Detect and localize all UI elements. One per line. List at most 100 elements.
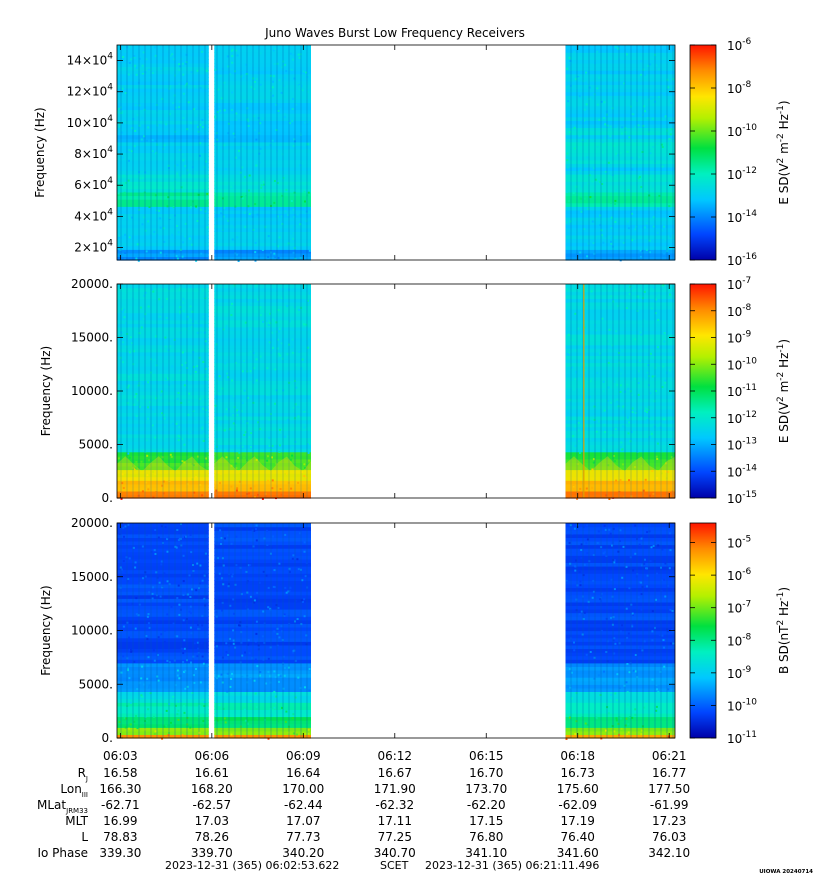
colorbar-tick-label: 10-12	[727, 166, 757, 182]
time-tick-label: 06:15	[469, 749, 504, 763]
y-tick-label: 15000.	[71, 570, 113, 584]
y-tick-label: 20000.	[71, 277, 113, 291]
data-segment	[117, 523, 209, 740]
ephemeris-value: 340.70	[374, 846, 416, 860]
ephemeris-value: 339.70	[191, 846, 233, 860]
ephemeris-value: 16.99	[103, 814, 137, 828]
noise-speck	[137, 259, 140, 262]
stripe-texture	[214, 284, 311, 498]
ephemeris-value: 16.64	[286, 766, 320, 780]
y-tick-label: 12×104	[67, 83, 114, 99]
colorbar-tick-label: 10-7	[727, 600, 751, 616]
time-tick-label: 06:06	[195, 749, 230, 763]
colorbar-tick-label: 10-14	[727, 209, 757, 225]
ephemeris-value: 177.50	[648, 782, 690, 796]
ephemeris-value: 78.83	[103, 830, 137, 844]
stripe-texture	[117, 523, 209, 738]
ephemeris-value: 170.00	[282, 782, 324, 796]
colorbar-tick-label: 10-5	[727, 535, 751, 551]
ephemeris-value: 16.67	[378, 766, 412, 780]
ephemeris-value: -62.20	[467, 798, 506, 812]
data-segment	[214, 523, 311, 740]
colorbar-tick-label: 10-16	[727, 252, 757, 268]
colorbar: 10-7 10-8 10-9 10-10 10-11 10-12 10-13 10-14 10-…	[689, 276, 791, 506]
y-tick-label: 10000.	[71, 384, 113, 398]
y-tick-label: 10000.	[71, 624, 113, 638]
noise-speck	[576, 497, 579, 500]
colorbar-tick-label: 10-11	[727, 730, 757, 746]
y-tick-label: 20000.	[71, 516, 113, 530]
y-axis-label: Frequency (Hz)	[33, 107, 47, 198]
y-tick-label: 8×104	[74, 145, 113, 161]
ephemeris-row-label: RJ	[78, 766, 88, 783]
ephemeris-value: 17.07	[286, 814, 320, 828]
noise-speck	[161, 737, 164, 740]
time-tick-label: 06:09	[286, 749, 321, 763]
stripe-texture	[117, 284, 209, 498]
colorbar-tick-label: 10-6	[727, 37, 752, 53]
ephemeris-value: 17.19	[561, 814, 595, 828]
panel-frame	[116, 44, 676, 261]
noise-speck	[237, 259, 240, 262]
ephemeris-value: 341.60	[557, 846, 599, 860]
noise-speck	[565, 738, 568, 740]
colorbar-tick-label: 10-8	[727, 80, 752, 96]
noise-speck	[261, 497, 264, 500]
y-tick-label: 5000.	[79, 438, 113, 452]
noise-speck	[600, 737, 603, 740]
data-segment	[565, 284, 675, 500]
colorbar-tick-label: 10-9	[727, 330, 752, 346]
ephemeris-value: 171.90	[374, 782, 416, 796]
footer-scet-label: SCET	[380, 859, 409, 872]
colorbar-tick-label: 10-13	[727, 437, 757, 453]
colorbar-scale	[689, 44, 717, 261]
footer-end-time: 2023-12-31 (365) 06:21:11.496	[425, 859, 599, 872]
colorbar-label: B SD(nT2 Hz-1)	[776, 587, 791, 674]
colorbar-label: E SD(V2 m-2 Hz-1)	[776, 100, 791, 204]
data-segment	[565, 45, 675, 262]
noise-speck	[120, 497, 123, 500]
time-tick-label: 06:12	[377, 749, 412, 763]
spectrogram-panel-3: 0. 5000. 10000. 15000. 20000. Frequency (Hz) 1…	[39, 516, 791, 746]
ephemeris-table: RJ 16.58 16.61 16.64 16.67 16.70 16.73 16.77 Lon…	[37, 766, 690, 860]
colorbar-tick-label: 10-6	[727, 567, 752, 583]
ephemeris-value: 166.30	[99, 782, 141, 796]
ephemeris-row-label: MLatJRM33	[37, 798, 88, 815]
noise-speck	[254, 259, 257, 262]
colorbar-tick-label: 10-9	[727, 665, 752, 681]
emission-band	[117, 456, 209, 498]
colorbar-tick-label: 10-8	[727, 632, 752, 648]
y-tick-label: 0.	[102, 731, 113, 745]
colorbar-tick-label: 10-14	[727, 463, 757, 479]
colorbar-tick-label: 10-7	[727, 276, 751, 292]
spectrogram-panel-1: 2×104 4×104 6×104 8×104 10×104 12×104 14×104 Fr…	[33, 37, 791, 268]
emission-band	[565, 456, 675, 498]
ephemeris-value: 340.20	[282, 846, 324, 860]
y-tick-label: 6×104	[74, 176, 113, 192]
panels-layer: 2×104 4×104 6×104 8×104 10×104 12×104 14×104 Fr…	[33, 37, 791, 746]
time-tick-label: 06:18	[560, 749, 595, 763]
time-tick-label: 06:03	[103, 749, 138, 763]
ephemeris-value: 76.80	[469, 830, 503, 844]
ephemeris-value: 17.23	[652, 814, 686, 828]
y-tick-label: 5000.	[79, 677, 113, 691]
noise-speck	[608, 498, 611, 500]
colorbar-tick-label: 10-11	[727, 383, 757, 399]
ephemeris-value: -62.09	[558, 798, 597, 812]
footer-start-time: 2023-12-31 (365) 06:02:53.622	[165, 859, 339, 872]
ephemeris-value: 77.73	[286, 830, 320, 844]
ephemeris-value: -62.44	[284, 798, 323, 812]
ephemeris-value: 342.10	[648, 846, 690, 860]
ephemeris-value: 175.60	[557, 782, 599, 796]
emission-band	[214, 456, 311, 498]
spectrogram-panel-2: 0. 5000. 10000. 15000. 20000. Frequency (Hz) 1…	[39, 276, 791, 506]
data-segment	[117, 45, 209, 262]
y-tick-label: 14×104	[67, 52, 114, 68]
ephemeris-value: 341.10	[465, 846, 507, 860]
data-segment	[214, 284, 311, 500]
colorbar-tick-label: 10-15	[727, 490, 757, 506]
ephemeris-row-label: L	[81, 830, 88, 844]
ephemeris-value: 78.26	[195, 830, 229, 844]
stripe-texture	[214, 523, 311, 738]
